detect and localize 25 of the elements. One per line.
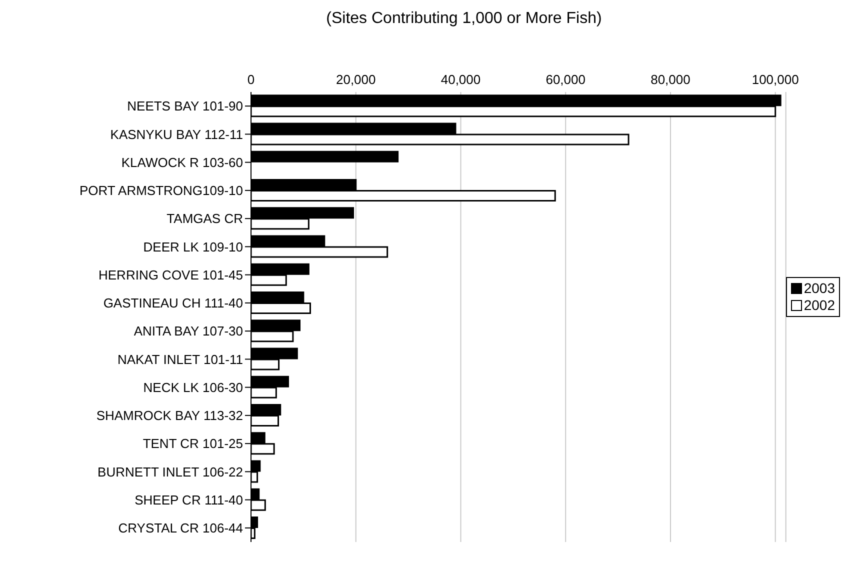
chart-title: (Sites Contributing 1,000 or More Fish)	[325, 9, 603, 29]
y-tick-label: TENT CR 101-25	[142, 436, 243, 452]
y-tick-label: HERRING COVE 101-45	[98, 267, 243, 282]
legend-label: 2002	[804, 297, 835, 314]
x-tick-label: 100,000	[752, 72, 799, 87]
x-tick-label: 20,000	[336, 72, 376, 87]
y-tick-label: NAKAT INLET 101-11	[118, 352, 243, 367]
y-tick-label: NECK LK 106-30	[143, 380, 243, 395]
x-tick-label: 60,000	[546, 72, 586, 87]
y-tick-label: BURNETT INLET 106-22	[98, 464, 243, 480]
y-tick-label: GASTINEAU CH 111-40	[103, 296, 243, 311]
y-tick-label: DEER LK 109-10	[143, 239, 243, 254]
legend-label: 2003	[804, 280, 835, 297]
y-tick-label: KASNYKU BAY 112-11	[110, 126, 243, 142]
y-tick-label: ANITA BAY 107-30	[134, 324, 243, 339]
x-tick-label: 80,000	[650, 72, 690, 87]
y-tick-label: KLAWOCK R 103-60	[121, 154, 243, 170]
y-tick-label: SHEEP CR 111-40	[134, 492, 243, 508]
y-tick-label: PORT ARMSTRONG109-10	[79, 183, 243, 198]
x-tick-label: 0	[247, 72, 255, 87]
y-tick-label: TAMGAS CR	[166, 211, 243, 226]
x-tick-label: 40,000	[440, 72, 481, 87]
y-tick-label: NEETS BAY 101-90	[127, 98, 243, 114]
y-tick-label: CRYSTAL CR 106-44	[118, 520, 243, 536]
y-tick-label: SHAMROCK BAY 113-32	[96, 408, 243, 424]
